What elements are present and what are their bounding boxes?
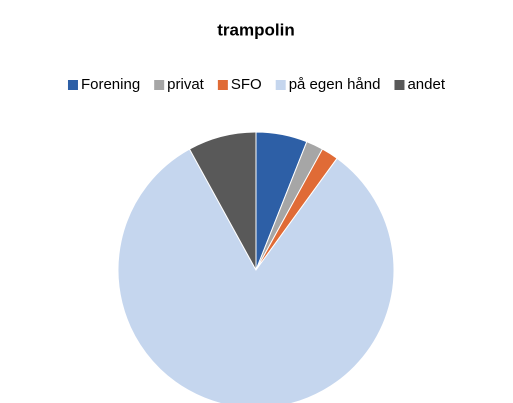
legend-label: Forening xyxy=(81,76,140,93)
pie-slice xyxy=(188,131,257,271)
legend-swatch xyxy=(154,80,165,90)
chart-title: trampolin xyxy=(217,20,294,39)
legend-label: andet xyxy=(407,76,445,93)
legend-swatch xyxy=(394,80,405,90)
legend-label: på egen hånd xyxy=(289,76,381,93)
legend-swatch xyxy=(275,80,286,90)
legend-swatch xyxy=(67,80,78,90)
legend-label: privat xyxy=(167,76,205,93)
legend-label: SFO xyxy=(231,76,262,93)
legend-swatch xyxy=(217,80,228,90)
pie-slice xyxy=(117,148,395,403)
